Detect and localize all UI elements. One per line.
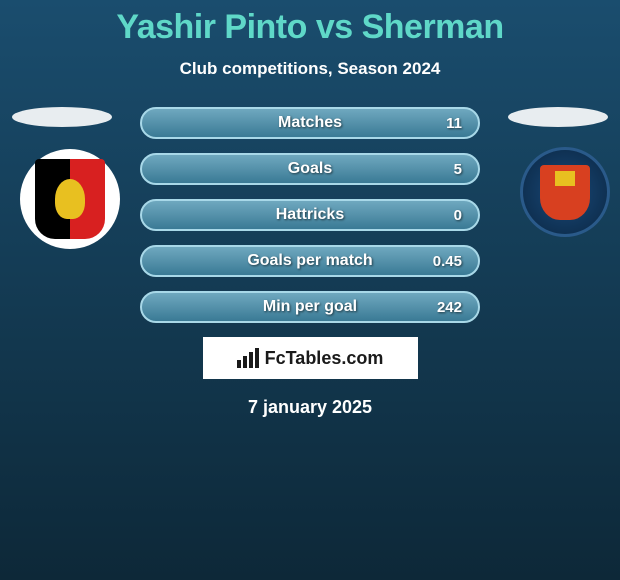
fctables-logo[interactable]: FcTables.com [203, 337, 418, 379]
stat-value: 11 [446, 115, 462, 132]
team-crest-right [520, 147, 610, 237]
stat-value: 0.45 [433, 253, 462, 270]
stat-label: Hattricks [276, 206, 344, 224]
stat-value: 242 [437, 299, 462, 316]
stat-bar-matches: Matches 11 [140, 107, 480, 139]
police-shield-icon [540, 165, 590, 220]
stat-label: Goals [288, 160, 332, 178]
left-ellipse-shadow [12, 107, 112, 127]
bars-chart-icon [237, 348, 259, 368]
comparison-content: Matches 11 Goals 5 Hattricks 0 Goals per… [0, 107, 620, 418]
stat-label: Min per goal [263, 298, 357, 316]
stat-bar-hattricks: Hattricks 0 [140, 199, 480, 231]
stat-label: Goals per match [247, 252, 372, 270]
logo-text: FcTables.com [265, 348, 384, 369]
stat-bar-goals-per-match: Goals per match 0.45 [140, 245, 480, 277]
stat-bar-goals: Goals 5 [140, 153, 480, 185]
stat-label: Matches [278, 114, 342, 132]
pbns-shield-icon [35, 159, 105, 239]
stat-value: 5 [454, 161, 462, 178]
team-crest-left [20, 149, 120, 249]
date-text: 7 january 2025 [0, 397, 620, 418]
stat-bar-min-per-goal: Min per goal 242 [140, 291, 480, 323]
page-title: Yashir Pinto vs Sherman [0, 0, 620, 47]
subtitle: Club competitions, Season 2024 [0, 59, 620, 79]
right-ellipse-shadow [508, 107, 608, 127]
stat-bars-container: Matches 11 Goals 5 Hattricks 0 Goals per… [140, 107, 480, 323]
stat-value: 0 [454, 207, 462, 224]
